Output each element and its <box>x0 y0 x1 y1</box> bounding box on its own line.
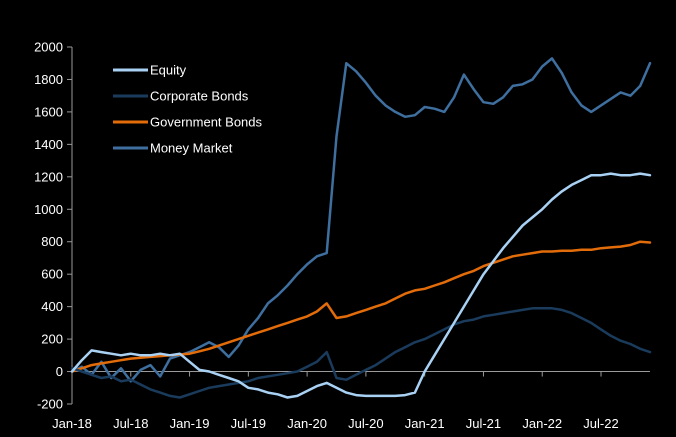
legend-label-government-bonds: Government Bonds <box>150 115 263 130</box>
x-tick-label: Jan-21 <box>405 416 445 431</box>
series-layer <box>70 57 652 399</box>
x-tick-label: Jul-21 <box>466 416 501 431</box>
x-tick-label: Jul-19 <box>231 416 266 431</box>
y-tick-label: 1600 <box>34 104 63 119</box>
y-tick-label: 400 <box>41 299 63 314</box>
series-line-corporate-bonds <box>70 307 652 399</box>
y-tick-label: 600 <box>41 267 63 282</box>
x-tick-label: Jul-18 <box>113 416 148 431</box>
y-tick-label: 1800 <box>34 72 63 87</box>
legend-label-corporate-bonds: Corporate Bonds <box>150 89 249 104</box>
series-line-equity <box>70 172 652 399</box>
y-tick-label: 800 <box>41 234 63 249</box>
x-tick-label: Jan-18 <box>52 416 92 431</box>
x-tick-label: Jul-20 <box>348 416 383 431</box>
y-tick-label: 1400 <box>34 137 63 152</box>
y-axis: -200 0 200 400 600 800 1000 1200 1400 1600 1800 200… <box>34 40 72 412</box>
legend-label-money-market: Money Market <box>150 141 233 156</box>
y-tick-label: 2000 <box>34 40 63 55</box>
legend-label-equity: Equity <box>150 63 187 78</box>
y-tick-label: 0 <box>56 364 63 379</box>
series-line-money-market <box>70 57 652 383</box>
x-tick-label: Jan-20 <box>287 416 327 431</box>
x-tick-label: Jul-22 <box>583 416 618 431</box>
x-axis: Jan-18 Jul-18 Jan-19 Jul-19 Jan-20 Jul-20 Jan-… <box>52 371 619 431</box>
y-tick-label: 1200 <box>34 169 63 184</box>
x-tick-label: Jan-22 <box>522 416 562 431</box>
y-tick-label: -200 <box>37 397 63 412</box>
x-tick-label: Jan-19 <box>170 416 210 431</box>
y-tick-label: 1000 <box>34 202 63 217</box>
y-tick-label: 200 <box>41 332 63 347</box>
legend: Equity Corporate Bonds Government Bonds Mon… <box>113 63 263 156</box>
